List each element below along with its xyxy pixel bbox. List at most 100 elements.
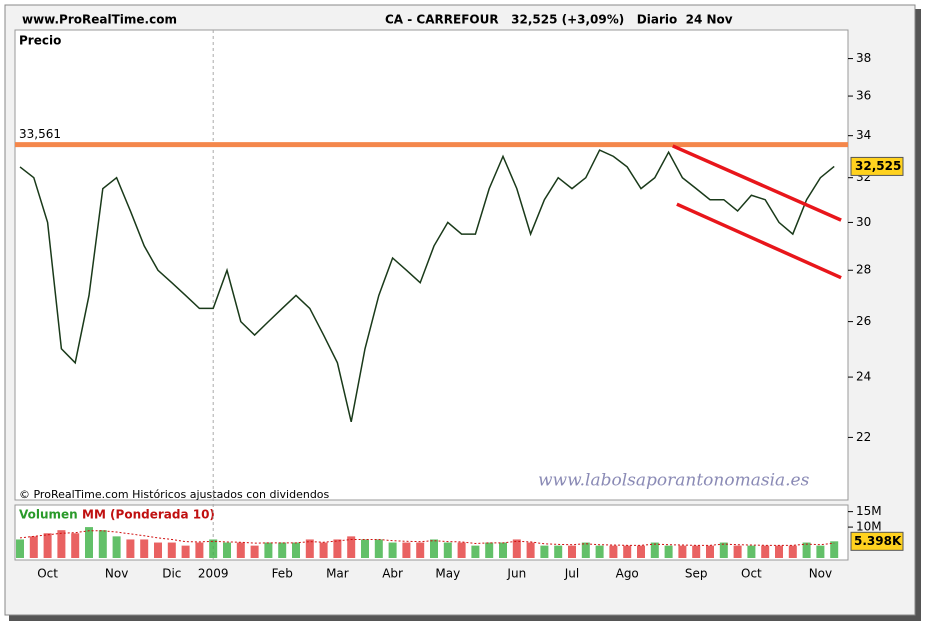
y-tick-label: 36 (856, 89, 871, 103)
volume-label: Volumen (19, 508, 78, 522)
resistance-label: 33,561 (19, 127, 61, 141)
volume-bar (43, 533, 52, 558)
volume-bar (333, 539, 342, 558)
volume-bar (264, 542, 273, 558)
volume-bar (319, 542, 328, 558)
volume-bar (747, 545, 756, 558)
price-line (19, 149, 835, 422)
x-tick-label: Oct (37, 567, 58, 581)
volume-bar (85, 527, 93, 558)
volume-bar (57, 530, 66, 558)
volume-bar (595, 545, 604, 558)
volume-bar (761, 545, 770, 558)
volume-bar (416, 542, 425, 558)
trendline (672, 144, 842, 222)
price-panel (14, 29, 849, 501)
x-tick-label: Abr (382, 567, 403, 581)
x-tick-label: Jul (564, 567, 579, 581)
x-tick-label: Jun (506, 567, 526, 581)
volume-bar (112, 536, 121, 558)
volume-bar (816, 545, 825, 558)
last-price-box (850, 156, 904, 176)
x-tick-label: Oct (741, 567, 762, 581)
volume-bar (181, 545, 190, 558)
x-tick-label: Sep (685, 567, 708, 581)
last-volume-label: 5.398K (854, 534, 902, 548)
volume-bar (650, 542, 659, 558)
ma-label: MM (Ponderada 10) (82, 508, 215, 522)
volume-bar (499, 542, 507, 558)
x-tick-label: Mar (326, 567, 349, 581)
ma-line (19, 530, 835, 546)
volume-bar (126, 539, 135, 558)
y-tick-label: 24 (856, 370, 871, 384)
volume-bar (678, 545, 687, 558)
volume-bar (526, 542, 535, 558)
volume-bar (305, 539, 314, 558)
volume-bar (278, 542, 287, 558)
y-tick-label: 30 (856, 215, 871, 229)
volume-bar (140, 539, 149, 558)
site: www.ProRealTime.com (22, 13, 177, 27)
volume-tick-label: 15M (856, 504, 882, 518)
volume-bar (788, 545, 797, 558)
volume-bar (471, 545, 480, 558)
volume-bar (388, 542, 397, 558)
volume-bar (719, 542, 728, 558)
watermark: www.labolsaporantonomasia.es (538, 471, 810, 491)
volume-bar (443, 542, 452, 558)
volume-bar (706, 545, 714, 558)
chart-title: CA - CARREFOUR 32,525 (+3,09%) Diario 24… (385, 13, 733, 27)
volume-bar (195, 542, 204, 558)
x-tick-label: Nov (105, 567, 128, 581)
volume-tick-label: 10M (856, 520, 882, 534)
volume-bar (637, 545, 645, 558)
volume-bar (347, 536, 356, 558)
x-tick-label: Nov (809, 567, 832, 581)
volume-bar (568, 545, 576, 558)
volume-bar (209, 539, 218, 558)
y-tick-label: 26 (856, 314, 871, 328)
y-tick-label: 34 (856, 128, 871, 142)
volume-bar (292, 542, 300, 558)
y-tick-label: 38 (856, 51, 871, 65)
volume-bar (581, 542, 590, 558)
x-tick-label: 2009 (198, 567, 229, 581)
volume-bar (29, 536, 38, 558)
volume-bar (512, 539, 521, 558)
volume-bar (361, 539, 369, 558)
volume-bar (609, 545, 618, 558)
volume-bar (830, 541, 839, 558)
volume-bar (98, 530, 107, 558)
x-tick-label: Feb (272, 567, 293, 581)
y-tick-label: 28 (856, 263, 871, 277)
volume-bar (802, 542, 811, 558)
volume-bar (402, 542, 411, 558)
volume-bar (664, 545, 673, 558)
volume-bar (71, 533, 80, 558)
panel-label: Precio (19, 34, 61, 48)
footnote: © ProRealTime.com Históricos ajustados c… (19, 488, 330, 501)
volume-bar (430, 539, 438, 558)
x-tick-label: Ago (616, 567, 639, 581)
volume-bar (236, 542, 245, 558)
volume-bar (623, 545, 632, 558)
volume-bar (223, 542, 231, 558)
volume-bar (554, 545, 563, 558)
volume-bar (16, 539, 24, 558)
volume-bar (485, 542, 494, 558)
volume-bar (540, 545, 549, 558)
trendline (676, 202, 842, 280)
x-tick-label: May (435, 567, 460, 581)
last-price-label: 32,525 (855, 159, 901, 173)
last-volume-box (850, 531, 904, 551)
x-tick-label: Dic (162, 567, 181, 581)
volume-bar (167, 542, 176, 558)
volume-bar (457, 542, 466, 558)
y-tick-label: 22 (856, 430, 871, 444)
volume-bar (692, 545, 701, 558)
volume-bar (154, 542, 162, 558)
volume-bar (250, 545, 259, 558)
volume-bar (733, 545, 742, 558)
